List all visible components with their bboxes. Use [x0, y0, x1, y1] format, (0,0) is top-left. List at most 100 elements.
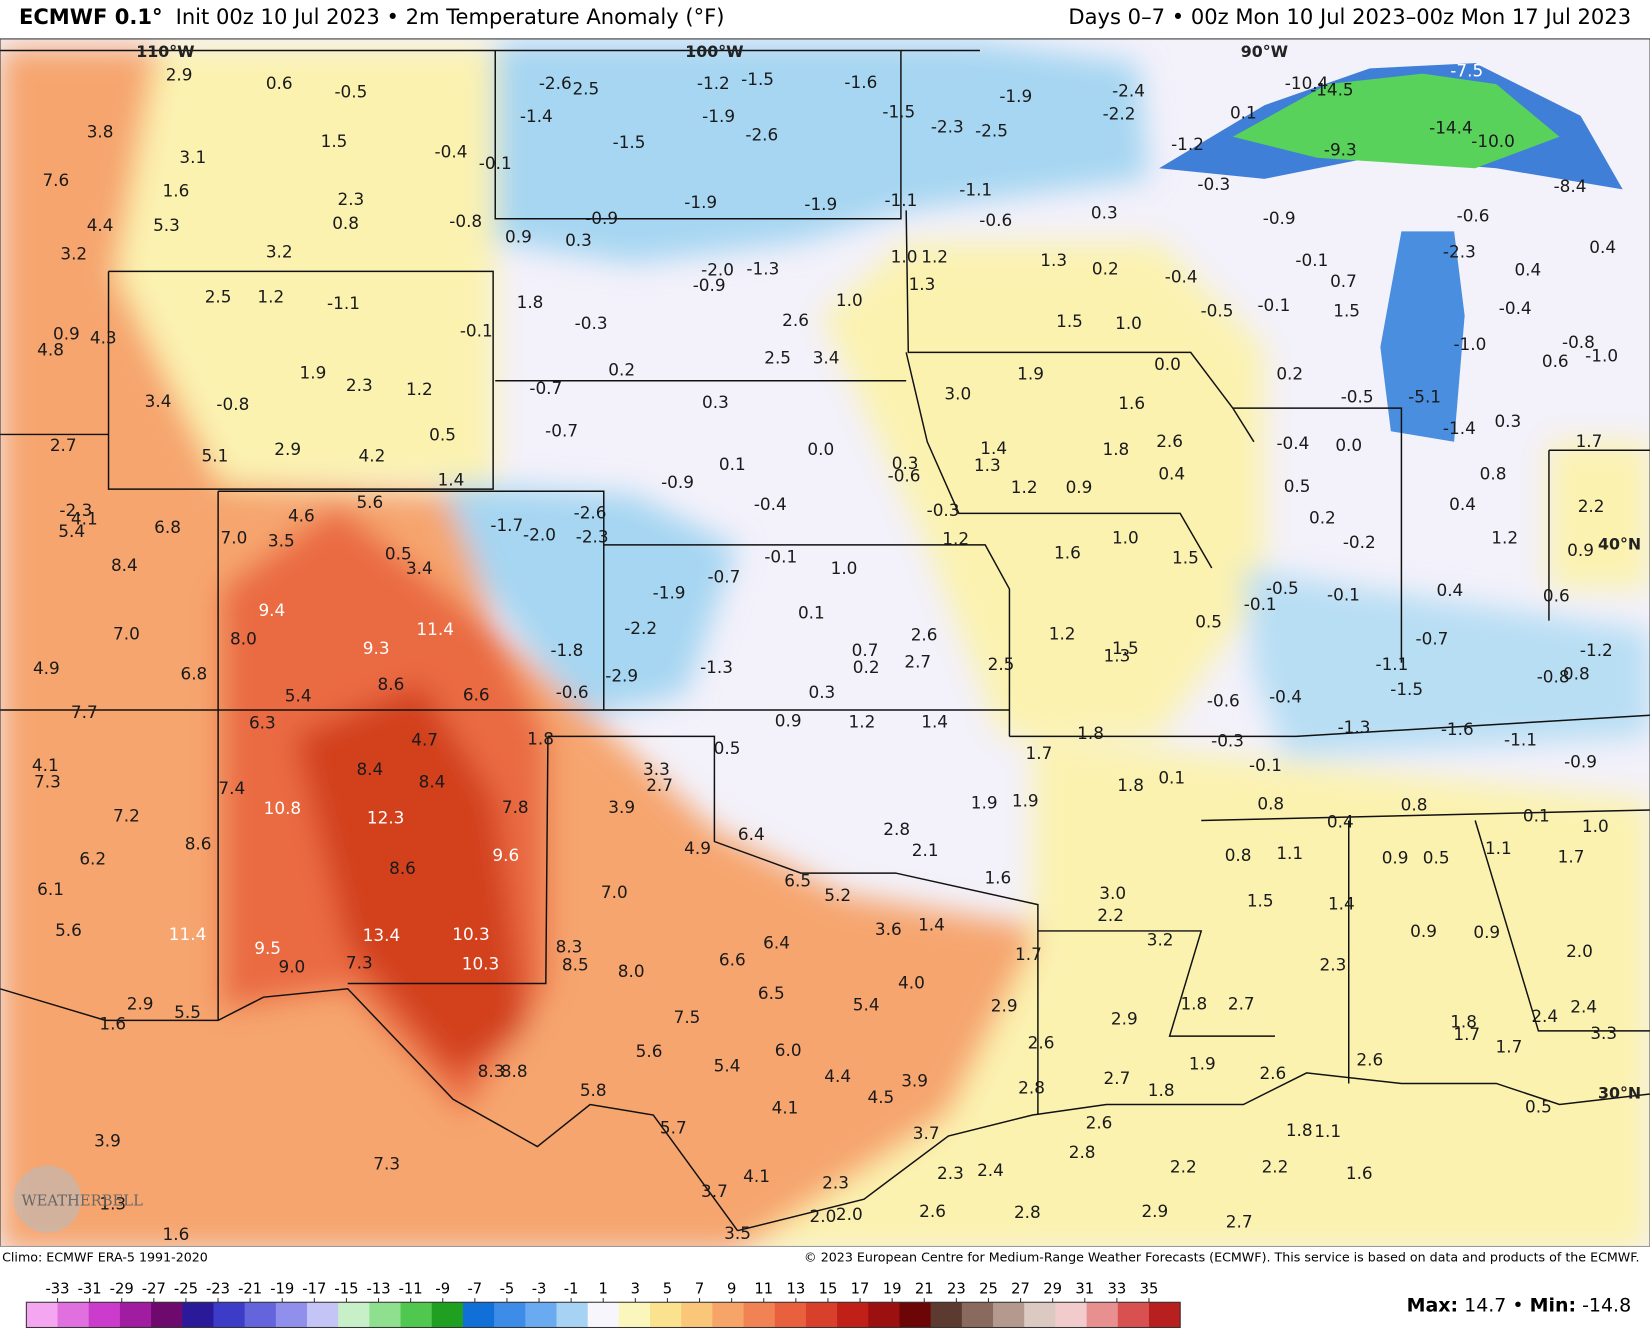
anomaly-label: -8.4	[1554, 176, 1587, 196]
anomaly-label: 1.3	[1040, 250, 1067, 270]
anomaly-label: 2.4	[1570, 997, 1597, 1017]
colorbar-swatch	[1024, 1302, 1056, 1328]
anomaly-label: 4.3	[90, 328, 117, 348]
logo: WEATHERBELL	[21, 1192, 143, 1209]
anomaly-label: -0.6	[979, 210, 1012, 230]
map-background	[0, 38, 1650, 1247]
anomaly-label: 1.8	[1450, 1011, 1477, 1031]
anomaly-label: 5.4	[58, 521, 85, 541]
anomaly-label: -0.1	[1257, 295, 1290, 315]
anomaly-label: 7.3	[34, 772, 61, 792]
anomaly-label: -0.9	[1564, 752, 1597, 772]
colorbar-swatch	[119, 1302, 152, 1328]
anomaly-label: 1.4	[918, 915, 945, 935]
colorbar-tick-label: 21	[915, 1281, 934, 1298]
colorbar-swatch	[88, 1302, 121, 1328]
anomaly-label: 0.8	[1257, 794, 1284, 814]
anomaly-label: 5.2	[824, 885, 851, 905]
anomaly-label: 0.8	[332, 213, 359, 233]
anomaly-label: 2.6	[911, 624, 938, 644]
anomaly-label: 0.5	[1195, 612, 1222, 632]
anomaly-label: 3.6	[875, 919, 902, 939]
anomaly-label: 1.4	[1328, 894, 1355, 914]
anomaly-label: 0.9	[1066, 477, 1093, 497]
anomaly-label: 2.8	[883, 819, 910, 839]
colorbar-tick-label: -33	[45, 1281, 69, 1298]
anomaly-label: 2.7	[904, 652, 931, 672]
anomaly-label: 2.7	[646, 775, 673, 795]
colorbar-tick-label: -19	[270, 1281, 294, 1298]
anomaly-label: -2.9	[605, 665, 638, 685]
colorbar-swatch	[556, 1302, 589, 1328]
colorbar-swatch	[151, 1302, 183, 1328]
anomaly-label: 2.3	[1320, 955, 1347, 975]
anomaly-label: 2.5	[988, 654, 1015, 674]
anomaly-label: -2.5	[975, 120, 1008, 140]
anomaly-label: 2.3	[937, 1163, 964, 1183]
anomaly-label: 6.0	[775, 1040, 802, 1060]
anomaly-label: 1.2	[942, 529, 969, 549]
anomaly-label: 1.8	[1077, 723, 1104, 743]
anomaly-label: 5.7	[660, 1118, 687, 1138]
anomaly-label: -2.3	[576, 527, 609, 547]
anomaly-label: -1.5	[882, 102, 915, 122]
header-title: ECMWF 0.1° Init 00z 10 Jul 2023 • 2m Tem…	[19, 4, 725, 29]
anomaly-label: 2.8	[1069, 1142, 1096, 1162]
anomaly-label: 8.6	[378, 674, 405, 694]
anomaly-label: 0.4	[1327, 812, 1354, 832]
anomaly-label: 2.6	[1356, 1049, 1383, 1069]
anomaly-label: 1.0	[891, 247, 918, 267]
latitude-label: 40°N	[1598, 534, 1641, 553]
anomaly-label: 1.8	[1148, 1080, 1175, 1100]
colorbar-tick-label: 35	[1140, 1281, 1159, 1298]
anomaly-label: -1.2	[1171, 134, 1204, 154]
anomaly-label: 2.8	[1014, 1202, 1041, 1222]
anomaly-label: -10.0	[1471, 131, 1515, 151]
anomaly-label: 1.4	[438, 470, 465, 490]
max-value: 14.7	[1464, 1294, 1506, 1316]
colorbar: -33 -31 -29 -27 -25 -23 -21 -19 -17 -15 -13 -11 -9 -7…	[25, 1281, 1181, 1329]
anomaly-label: 3.3	[1590, 1023, 1617, 1043]
anomaly-label: 1.9	[1189, 1054, 1216, 1074]
anomaly-label: 0.4	[1589, 237, 1616, 257]
anomaly-label: 2.6	[919, 1201, 946, 1221]
anomaly-label: -1.0	[1453, 334, 1486, 354]
anomaly-label: 1.6	[163, 180, 190, 200]
colorbar-tick-label: 29	[1043, 1281, 1062, 1298]
anomaly-label: 2.6	[782, 310, 809, 330]
anomaly-label: -7.5	[1450, 61, 1483, 81]
anomaly-label: 1.1	[1314, 1121, 1341, 1141]
anomaly-label: 2.6	[1028, 1032, 1055, 1052]
anomaly-label: -2.0	[701, 259, 734, 279]
anomaly-label: 10.8	[264, 798, 302, 818]
anomaly-label: 6.2	[79, 848, 106, 868]
anomaly-label: 1.9	[1017, 363, 1044, 383]
anomaly-label: 10.3	[462, 954, 500, 974]
anomaly-label: 0.6	[266, 73, 293, 93]
colorbar-tick-label: -5	[500, 1281, 515, 1298]
anomaly-label: 0.2	[1309, 508, 1336, 528]
anomaly-label: 6.5	[784, 871, 811, 891]
anomaly-label: 1.2	[1049, 623, 1076, 643]
anomaly-label: -0.5	[1341, 387, 1374, 407]
colorbar-swatch	[712, 1302, 745, 1328]
anomaly-label: 1.2	[849, 712, 876, 732]
anomaly-label: 1.7	[1558, 846, 1585, 866]
anomaly-label: -0.1	[764, 547, 797, 567]
anomaly-label: 9.4	[258, 600, 285, 620]
colorbar-tick-label: -15	[334, 1281, 358, 1298]
anomaly-label: -0.1	[1295, 250, 1328, 270]
anomaly-label: -0.8	[216, 394, 249, 414]
anomaly-label: -1.6	[844, 72, 877, 92]
anomaly-label: 3.9	[94, 1130, 121, 1150]
anomaly-label: 0.1	[1158, 767, 1185, 787]
anomaly-label: 0.2	[1276, 363, 1303, 383]
anomaly-label: 0.9	[1473, 922, 1500, 942]
colorbar-tick-label: -29	[110, 1281, 134, 1298]
anomaly-label: 8.0	[230, 629, 257, 649]
anomaly-label: 2.2	[1170, 1157, 1197, 1177]
anomaly-label: 1.5	[1112, 638, 1139, 658]
anomaly-label: 2.4	[977, 1160, 1004, 1180]
anomaly-label: -0.5	[1201, 300, 1234, 320]
anomaly-label: 0.3	[1494, 411, 1521, 431]
